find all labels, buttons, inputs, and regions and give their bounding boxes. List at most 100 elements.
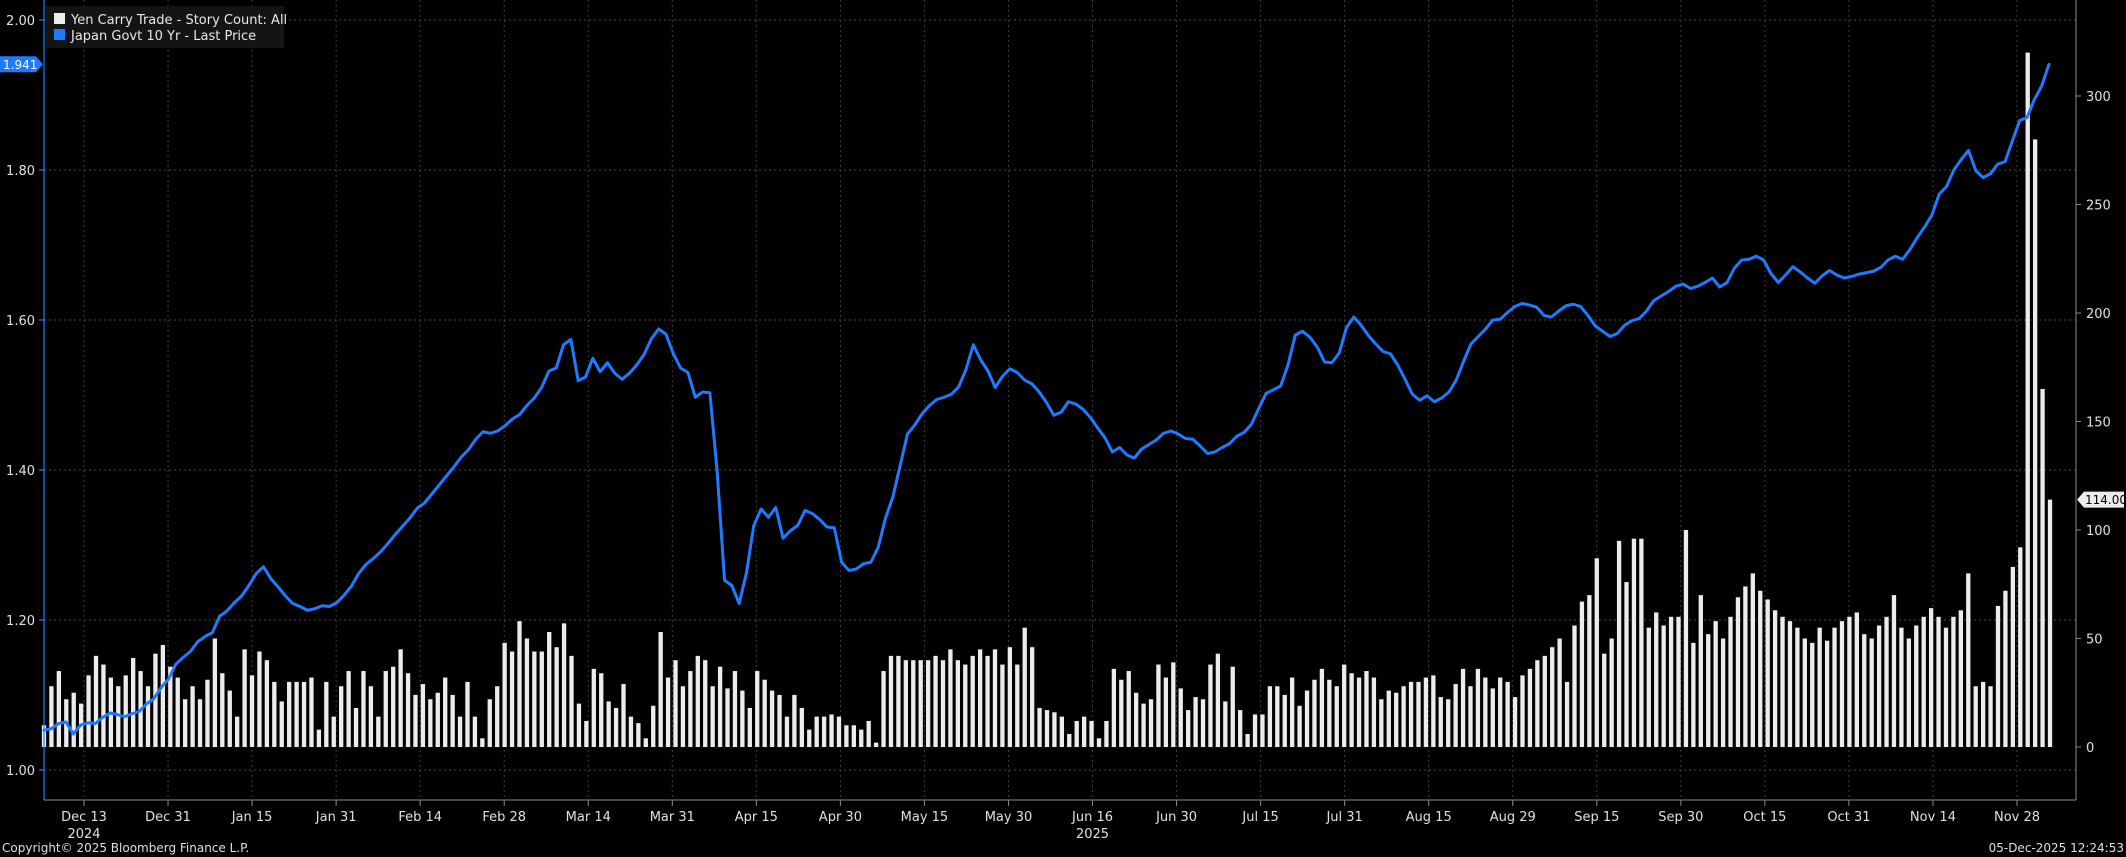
story-count-bar [487,699,492,747]
story-count-bar [428,699,433,747]
x-tick-label: Feb 14 [398,810,442,825]
story-count-bar [339,686,344,747]
story-count-bar [1943,627,1949,747]
story-count-bar [1186,710,1191,747]
story-count-bar [1616,540,1622,747]
story-count-bar [1230,666,1235,747]
story-count-bar [450,694,455,747]
jgb-10yr-line [42,62,2051,736]
story-count-bar [1891,595,1897,747]
story-count-bar [1936,616,1941,747]
story-count-bar [1906,638,1911,747]
story-count-bar [93,655,99,747]
right-tick-label: 100 [2086,524,2111,539]
story-count-bar [532,651,537,747]
story-count-bar [1624,582,1629,747]
story-count-bar [1267,686,1273,747]
story-count-bar [1067,733,1072,747]
x-tick-label: Jan 15 [231,810,273,825]
story-count-bar [1958,610,1963,747]
story-count-bar [1706,634,1711,747]
story-count-bar [755,671,760,747]
right-tick-label: 0 [2086,741,2094,756]
story-count-bar [1557,638,1562,747]
story-count-bar [1765,599,1770,747]
story-count-bar [933,655,938,747]
story-count-bar [153,653,158,747]
story-count-bar [918,660,923,747]
story-count-bar [1609,638,1614,747]
story-count-bar [1639,538,1644,747]
story-count-bar [168,666,173,747]
story-count-bar [680,686,686,747]
story-count-bar [636,723,641,747]
right-tick-label: 200 [2086,307,2111,322]
story-count-bar [1646,627,1651,747]
x-tick-label: Jun 16 [1071,810,1113,825]
story-count-bar [591,668,596,747]
story-count-bar [1973,686,1978,747]
story-count-bar [963,664,968,747]
x-tick-label: Nov 14 [1910,810,1956,825]
story-count-bar [940,660,946,747]
story-count-bar [1156,664,1161,747]
story-count-bar [1119,679,1124,747]
story-count-bar [1654,612,1659,747]
story-count-bar [287,681,292,747]
story-count-bar [1015,664,1020,747]
story-count-bar [1371,677,1377,747]
story-count-bar [524,638,530,747]
x-tick-label: Nov 28 [1994,810,2040,825]
story-count-bar [145,686,151,747]
story-count-bar [992,649,998,747]
right-tick-label: 300 [2086,90,2111,105]
story-count-bar [1245,733,1250,747]
story-count-bar [1713,621,1718,747]
x-tick-label: Aug 15 [1406,810,1452,825]
x-tick-label: May 30 [985,810,1033,825]
story-count-bar [1980,681,1986,747]
story-count-bar [353,707,359,747]
story-count-bar [472,716,478,747]
right-tick-label: 50 [2086,633,2103,648]
story-count-bar [881,671,886,747]
x-tick-label: Sep 30 [1658,810,1703,825]
x-tick-label: Jul 15 [1241,810,1278,825]
story-count-bar [1007,647,1013,747]
story-count-bar [1148,699,1154,747]
x-tick-label: Mar 31 [650,810,695,825]
story-count-bar [205,679,210,747]
story-count-bar [1126,671,1131,747]
story-count-bar [1698,595,1703,747]
story-count-bar [2040,388,2045,747]
story-count-bar [710,686,715,747]
story-count-bar [361,671,366,747]
story-count-bar [1386,690,1391,747]
story-count-bar [1022,627,1027,747]
story-count-bar [324,681,329,747]
story-count-bar [1408,681,1414,747]
story-count-bar [1029,647,1035,747]
story-count-bar [1572,625,1577,747]
story-count-bar [896,655,901,747]
story-count-bar [762,679,767,747]
story-count-bar [1304,690,1310,747]
story-count-bar [1728,616,1733,747]
story-count-bar [2010,566,2016,747]
story-count-bar [2018,547,2023,747]
legend-swatch-bars [54,13,65,24]
story-count-bar [1089,720,1094,747]
story-count-bar [1884,616,1889,747]
story-count-bar [502,642,507,747]
story-count-bar [1208,664,1213,747]
story-count-bar [1750,573,1755,747]
story-count-bar [1817,627,1822,747]
last-price-badge [0,56,43,73]
story-count-bar [925,660,931,747]
story-count-bar [1364,671,1369,747]
story-count-bar [1334,686,1339,747]
story-count-bar [1312,679,1317,747]
story-count-bar [160,645,166,747]
story-count-bar [1238,710,1243,747]
story-count-bar [264,660,270,747]
